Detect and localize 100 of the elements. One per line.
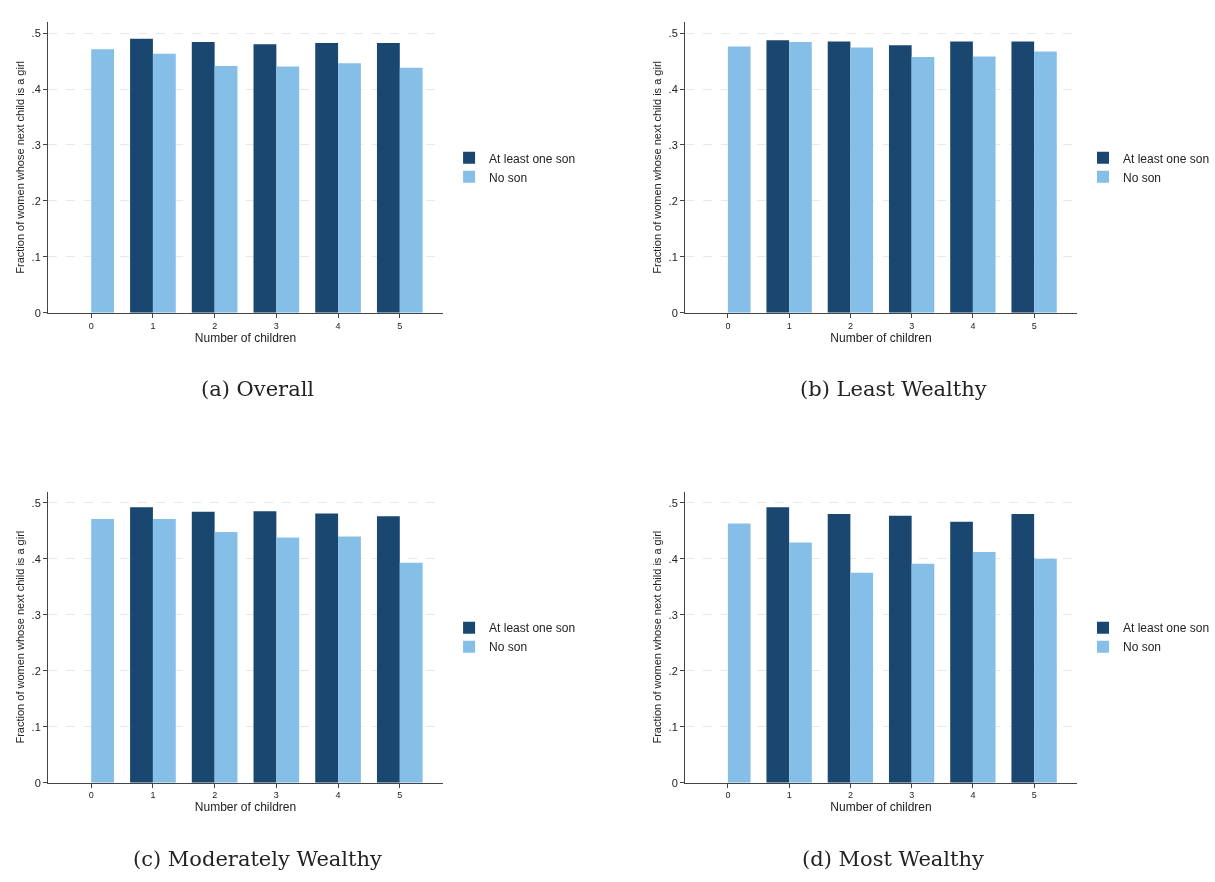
- legend-label: No son: [489, 640, 528, 655]
- y-tick-label: .4: [31, 82, 41, 95]
- bar: [727, 523, 751, 783]
- y-tick-label: .5: [31, 496, 41, 509]
- text: (c) Moderately Wealthy: [133, 847, 383, 871]
- x-tick-label: 2: [212, 790, 218, 801]
- x-tick-label: 5: [1031, 320, 1037, 331]
- legend-label: No son: [1123, 170, 1162, 185]
- x-axis-title: Number of children: [194, 800, 297, 815]
- y-tick-label: .3: [31, 608, 41, 621]
- y-tick-label: .3: [668, 608, 678, 621]
- bar: [152, 53, 176, 313]
- bar: [253, 511, 277, 783]
- bar: [911, 57, 935, 313]
- legend-label: At least one son: [489, 621, 576, 636]
- y-axis-title: Fraction of women whose next child is a girl: [14, 530, 27, 744]
- legend-label: No son: [489, 170, 528, 185]
- bar: [950, 41, 973, 313]
- legend-label: At least one son: [1123, 151, 1210, 166]
- x-tick-label: 1: [150, 320, 156, 331]
- y-tick-label: .3: [668, 138, 678, 151]
- x-tick-label: 3: [273, 790, 279, 801]
- x-tick-label: 0: [88, 790, 94, 801]
- y-tick-label: .4: [31, 552, 41, 565]
- y-tick-label: .2: [668, 664, 678, 677]
- x-tick-label: 0: [88, 320, 94, 331]
- x-tick-label: 2: [212, 320, 218, 331]
- bar: [338, 536, 361, 783]
- y-tick-label: .5: [668, 26, 678, 39]
- text: (d) Most Wealthy: [802, 847, 985, 871]
- bar: [276, 66, 300, 313]
- text: (a) Overall: [201, 377, 315, 401]
- x-tick-label: 0: [725, 320, 731, 331]
- bar: [399, 67, 423, 313]
- x-tick-label: 5: [1031, 790, 1037, 801]
- x-tick-label: 1: [150, 790, 156, 801]
- bar: [130, 507, 153, 783]
- x-tick-label: 2: [847, 320, 853, 331]
- x-axis-title: Number of children: [830, 800, 932, 815]
- x-tick-label: 2: [847, 790, 853, 801]
- y-tick-label: 0: [34, 306, 41, 319]
- y-tick-label: .1: [668, 250, 678, 263]
- legend-label: At least one son: [1123, 621, 1210, 636]
- bar: [972, 552, 996, 783]
- bar: [130, 38, 153, 313]
- y-tick-label: .2: [668, 194, 678, 207]
- x-tick-label: 4: [335, 320, 341, 331]
- y-tick-label: 0: [34, 776, 41, 789]
- legend-label: No son: [1123, 640, 1162, 655]
- x-tick-label: 4: [335, 790, 341, 801]
- bar: [152, 519, 176, 783]
- x-axis-title: Number of children: [830, 330, 932, 345]
- bar: [1034, 51, 1057, 313]
- y-tick-label: .4: [668, 552, 678, 565]
- x-tick-label: 3: [909, 790, 915, 801]
- bar: [1034, 558, 1057, 783]
- x-axis-title: Number of children: [194, 330, 297, 345]
- bar: [766, 507, 790, 783]
- bar: [888, 515, 912, 783]
- y-tick-label: 0: [671, 776, 678, 789]
- bar: [276, 537, 300, 783]
- y-tick-label: .2: [31, 664, 41, 677]
- x-tick-label: 1: [786, 320, 792, 331]
- legend-label: At least one son: [489, 151, 576, 166]
- y-tick-label: .4: [668, 82, 678, 95]
- bar: [950, 521, 973, 783]
- bar: [376, 43, 400, 313]
- bar: [972, 56, 996, 313]
- x-tick-label: 5: [397, 790, 403, 801]
- bar: [911, 563, 935, 783]
- bar: [827, 41, 851, 313]
- bar: [766, 40, 790, 313]
- bar: [399, 562, 423, 783]
- bar: [850, 572, 874, 783]
- bar: [338, 63, 361, 313]
- x-tick-label: 1: [786, 790, 792, 801]
- y-axis-title: Fraction of women whose next child is a girl: [14, 60, 27, 274]
- bar: [91, 49, 115, 313]
- bar: [850, 47, 874, 313]
- bar: [789, 42, 812, 313]
- bar: [315, 43, 339, 313]
- bar: [789, 542, 812, 783]
- y-tick-label: .1: [668, 720, 678, 733]
- bar: [1011, 514, 1035, 783]
- text: (b) Least Wealthy: [800, 377, 987, 401]
- bar: [191, 511, 215, 783]
- x-tick-label: 5: [397, 320, 403, 331]
- x-tick-label: 3: [909, 320, 915, 331]
- x-tick-label: 3: [273, 320, 279, 331]
- y-tick-label: .2: [31, 194, 41, 207]
- bar: [888, 45, 912, 313]
- bar: [91, 519, 115, 783]
- bar: [214, 66, 238, 313]
- y-tick-label: .5: [668, 496, 678, 509]
- bar: [253, 44, 277, 313]
- x-tick-label: 4: [970, 790, 976, 801]
- bar: [214, 531, 238, 783]
- y-tick-label: .1: [31, 720, 41, 733]
- y-tick-label: 0: [671, 306, 678, 319]
- bar: [191, 42, 215, 313]
